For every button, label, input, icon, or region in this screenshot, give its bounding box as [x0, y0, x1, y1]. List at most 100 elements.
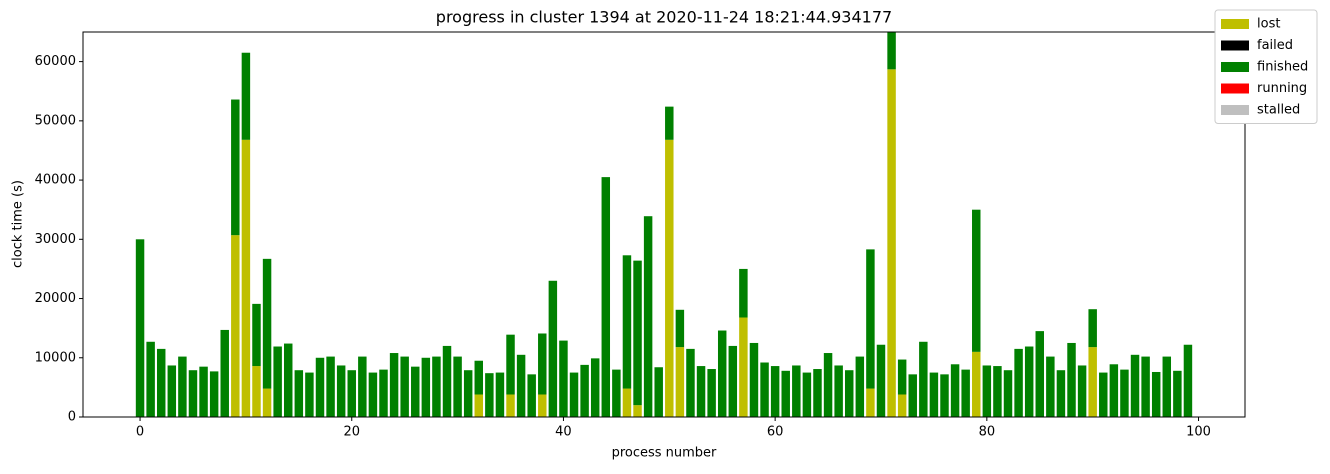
x-tick-label: 40 [555, 425, 572, 440]
bar-segment [262, 388, 272, 417]
bar-segment [855, 356, 865, 417]
bar-segment [188, 370, 198, 417]
bar-segment [442, 345, 452, 417]
bar-segment [506, 394, 515, 417]
bar-segment [707, 369, 716, 417]
bar-segment [897, 394, 907, 417]
bar-segment [1088, 347, 1097, 417]
plot-frame [82, 31, 1246, 418]
y-tick-label: 0 [68, 410, 76, 425]
bar-segment [538, 333, 547, 395]
bar-segment [156, 348, 166, 417]
bar-segment [1067, 342, 1076, 417]
bar-segment [1046, 356, 1055, 417]
bar-segment [622, 255, 632, 389]
legend-swatch [1221, 62, 1249, 72]
bar-segment [760, 362, 769, 417]
bar-segment [654, 367, 663, 417]
bar-segment [781, 370, 790, 417]
bar-segment [950, 364, 960, 417]
bar-segment [792, 365, 801, 417]
bar-segment [993, 366, 1002, 417]
chart-title: progress in cluster 1394 at 2020-11-24 1… [436, 8, 892, 27]
bar-segment [940, 374, 949, 417]
legend-label: finished [1257, 60, 1308, 75]
bar-segment [675, 347, 685, 417]
legend-swatch [1221, 40, 1249, 51]
bar-segment [1099, 372, 1108, 417]
x-tick-label: 60 [767, 425, 784, 440]
y-tick-label: 60000 [35, 54, 76, 69]
bar-segment [961, 369, 970, 417]
bar-segment [379, 369, 388, 417]
bar-segment [866, 249, 875, 389]
bar-segment [506, 334, 515, 395]
bar-segment [908, 374, 917, 417]
bar-segment [601, 177, 611, 417]
bar-segment [432, 356, 441, 417]
bar-segment [336, 365, 346, 417]
bar-segment [1151, 371, 1161, 417]
bar-segment [167, 365, 177, 417]
bar-segment [569, 372, 579, 417]
bar-segment [887, 32, 896, 70]
legend-swatch [1221, 19, 1249, 29]
bar-segment [516, 354, 526, 417]
bar-segment [252, 303, 261, 367]
bar-segment [802, 372, 812, 417]
bar-segment [717, 330, 727, 417]
x-tick-label: 0 [136, 425, 144, 440]
bars [135, 32, 1193, 417]
bar-segment [612, 369, 621, 417]
bar-segment [590, 358, 600, 417]
x-tick-label: 100 [1186, 425, 1211, 440]
bar-segment [273, 346, 282, 417]
bar-segment [326, 356, 335, 417]
bar-segment [665, 139, 674, 417]
bar-segment [389, 353, 399, 417]
bar-segment [548, 280, 558, 417]
bar-segment [919, 341, 928, 417]
bar-segment [305, 372, 314, 417]
bar-segment [146, 341, 155, 417]
bar-segment [887, 69, 896, 417]
bar-segment [231, 235, 240, 417]
legend-swatch [1221, 83, 1249, 94]
bar-segment [1024, 346, 1034, 417]
bar-segment [1003, 370, 1013, 417]
bar-segment [813, 369, 822, 417]
bar-segment [643, 216, 653, 417]
bar-segment [474, 394, 483, 417]
bar-segment [982, 365, 992, 417]
bar-segment [580, 364, 589, 417]
bar-segment [1130, 354, 1140, 417]
bar-segment [897, 359, 907, 395]
y-tick-label: 40000 [35, 173, 76, 188]
bar-segment [1162, 356, 1172, 417]
bar-segment [421, 357, 431, 417]
bar-segment [559, 340, 568, 417]
bar-segment [972, 209, 981, 352]
bar-segment [1120, 369, 1129, 417]
bar-segment [135, 239, 145, 417]
x-axis-label: process number [612, 446, 717, 461]
bar-segment [262, 258, 272, 389]
bar-segment [199, 366, 208, 417]
legend-label: stalled [1257, 103, 1300, 118]
bar-segment [411, 366, 420, 417]
y-axis-label: clock time (s) [11, 180, 26, 268]
legend-label: lost [1257, 17, 1280, 32]
bar-segment [347, 370, 356, 417]
legend-label: failed [1257, 38, 1293, 53]
bar-segment [474, 360, 483, 395]
bar-segment [633, 260, 642, 406]
bar-segment [1141, 356, 1150, 417]
bar-segment [315, 357, 325, 417]
bar-segment [633, 405, 642, 417]
bar-segment [739, 268, 748, 318]
bar-segment [929, 372, 939, 417]
y-tick-label: 20000 [35, 291, 76, 306]
bar-segment [1014, 348, 1023, 417]
bar-segment [696, 366, 706, 417]
